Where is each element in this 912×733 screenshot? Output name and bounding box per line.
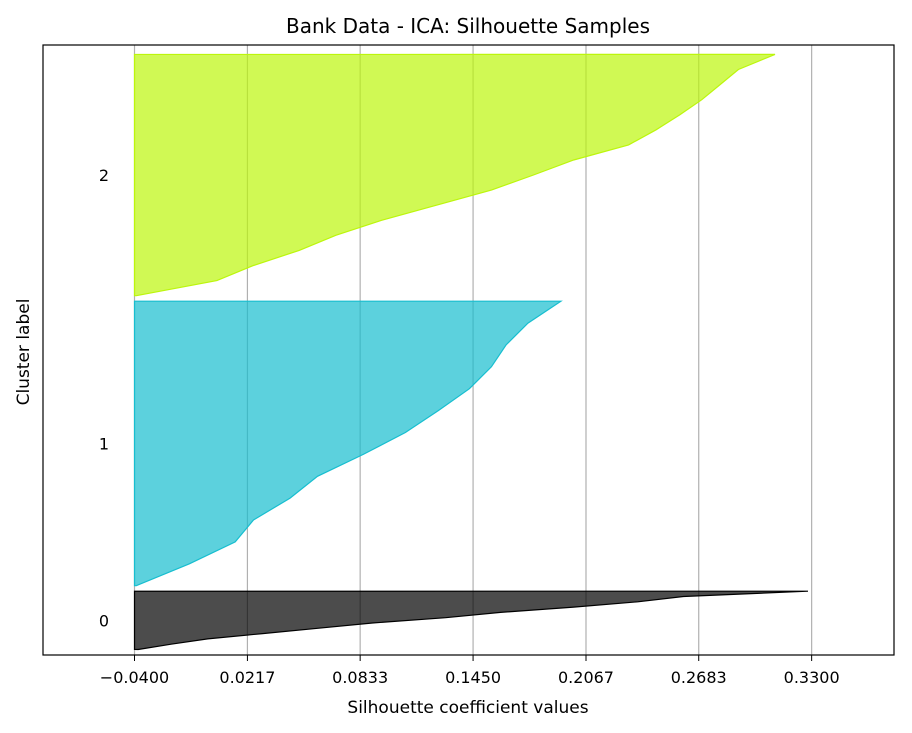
silhouette-area-cluster-0 <box>133 590 809 651</box>
x-tick-label: 0.3300 <box>784 668 840 687</box>
x-tick-label: 0.0217 <box>219 668 275 687</box>
cluster-label-0: 0 <box>99 611 109 630</box>
x-tick-label: 0.1450 <box>445 668 501 687</box>
y-axis-label: Cluster label <box>14 299 34 406</box>
x-tick-label: 0.2067 <box>558 668 614 687</box>
x-tick-label: −0.0400 <box>100 668 169 687</box>
cluster-labels: 0 1 2 <box>99 166 109 630</box>
silhouette-area-cluster-2 <box>133 53 776 297</box>
cluster-label-2: 2 <box>99 166 109 185</box>
plot-frame <box>42 44 895 656</box>
cluster-label-1: 1 <box>99 434 109 453</box>
silhouette-area-cluster-1 <box>133 300 563 587</box>
x-tick-label: 0.0833 <box>332 668 388 687</box>
chart-title: Bank Data - ICA: Silhouette Samples <box>286 14 650 38</box>
silhouette-areas <box>133 53 809 651</box>
x-axis-label: Silhouette coefficient values <box>347 698 588 718</box>
x-axis-ticks: −0.0400 0.0217 0.0833 0.1450 0.2067 0.2683 0.3… <box>100 655 840 687</box>
x-tick-label: 0.2683 <box>671 668 727 687</box>
